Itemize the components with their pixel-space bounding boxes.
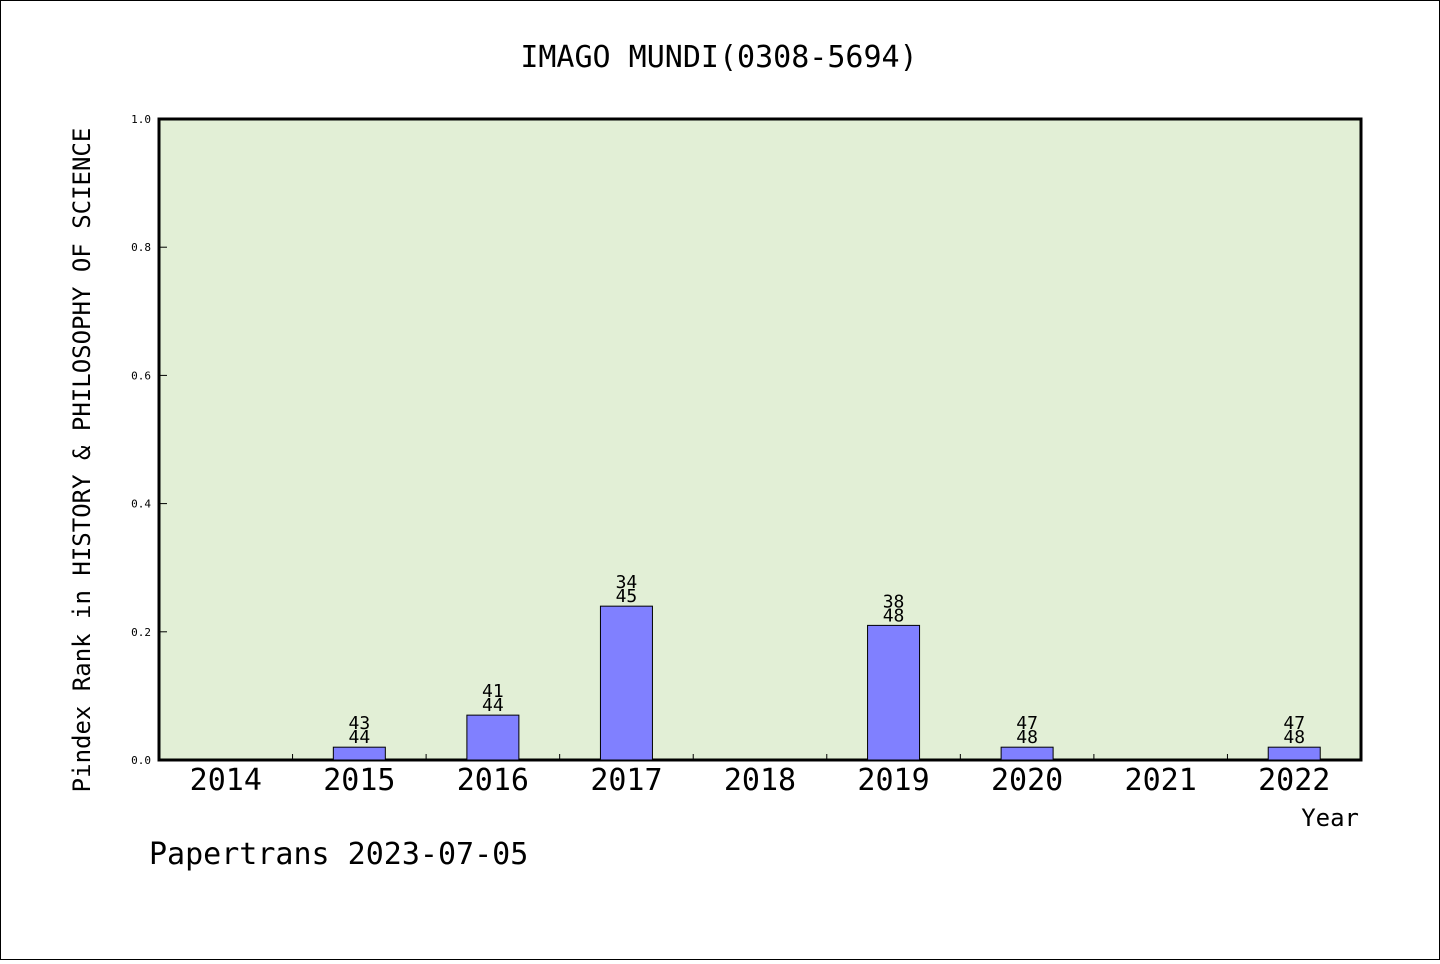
bars (332, 605, 1321, 761)
bar-total-label: 45 (616, 586, 638, 607)
x-tick-label: 2014 (190, 763, 262, 798)
x-tick-label: 2022 (1258, 763, 1330, 798)
y-tick-label: 0.0 (131, 754, 151, 767)
x-tick-label: 2020 (991, 763, 1063, 798)
footer-source: Papertrans 2023-07-05 (149, 837, 528, 872)
bar-rank-label: 34 (616, 572, 638, 593)
bar-rank-label: 47 (1283, 713, 1305, 734)
bar-2016 (466, 714, 520, 761)
x-axis-label: Year (1301, 804, 1359, 832)
bar-total-label: 48 (1016, 727, 1038, 748)
bar-total-label: 44 (482, 695, 504, 716)
y-tick-label: 0.6 (131, 369, 151, 382)
bar-rank-label: 47 (1016, 713, 1038, 734)
x-tick-label: 2015 (323, 763, 395, 798)
y-tick-label: 0.2 (131, 626, 151, 639)
x-tick-label: 2018 (724, 763, 796, 798)
x-tick-label: 2017 (590, 763, 662, 798)
bar-2020 (1000, 746, 1054, 761)
y-axis-ticks: 0.0 0.2 0.4 0.6 0.8 1.0 (131, 113, 167, 767)
bar-total-label: 48 (1283, 727, 1305, 748)
x-tick-label: 2021 (1125, 763, 1197, 798)
bar-rank-label: 38 (883, 591, 905, 612)
bar-total-label: 44 (348, 727, 370, 748)
x-tick-label: 2016 (457, 763, 529, 798)
plot-area (157, 117, 1363, 762)
bar-rank-label: 41 (482, 681, 504, 702)
x-axis-ticks: 2014 2015 2016 2017 2018 2019 2020 2021 2022 (190, 754, 1330, 798)
chart-title: IMAGO MUNDI(0308-5694) (520, 40, 917, 75)
bar-2017 (599, 605, 653, 761)
bar-2022 (1267, 746, 1321, 761)
y-axis-label: Pindex Rank in HISTORY & PHILOSOPHY OF S… (68, 128, 96, 793)
y-tick-label: 0.4 (131, 498, 151, 511)
bar-2019 (867, 624, 921, 761)
y-tick-label: 0.8 (131, 241, 151, 254)
bar-total-label: 48 (883, 605, 905, 626)
x-tick-label: 2019 (857, 763, 929, 798)
y-tick-label: 1.0 (131, 113, 151, 126)
bar-rank-label: 43 (348, 713, 370, 734)
bar-2015 (332, 746, 386, 761)
